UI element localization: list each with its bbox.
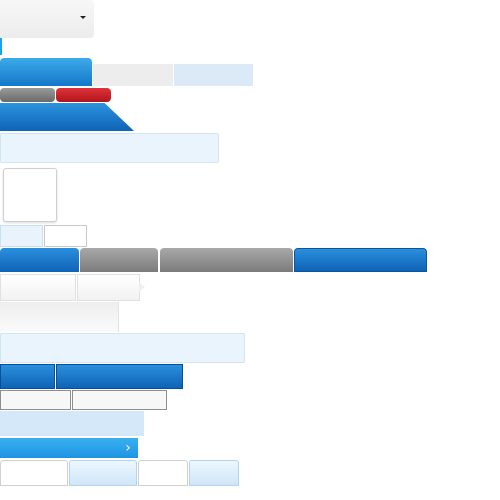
toggle-box[interactable] <box>44 225 87 247</box>
chevron-right-icon: › <box>125 440 131 456</box>
secondary-button[interactable] <box>72 390 167 410</box>
grey-panel <box>0 302 119 332</box>
red-pill-button[interactable] <box>56 88 111 102</box>
bottom-tab[interactable] <box>0 460 68 486</box>
tab-blue[interactable] <box>294 248 427 272</box>
primary-button[interactable] <box>0 364 55 389</box>
secondary-button[interactable] <box>0 390 71 410</box>
next-button[interactable] <box>0 438 138 458</box>
bottom-tab-selected[interactable] <box>69 460 137 486</box>
toggle-box-selected[interactable] <box>0 225 43 247</box>
grey-pill-button[interactable] <box>0 88 55 102</box>
tab-active[interactable] <box>0 58 92 86</box>
text-cursor <box>0 38 2 55</box>
text-input[interactable] <box>0 333 245 363</box>
bottom-tab[interactable] <box>138 460 188 486</box>
bottom-tab-selected[interactable] <box>189 460 239 486</box>
breadcrumb-item[interactable] <box>77 274 140 301</box>
tab-grey[interactable] <box>160 248 293 272</box>
section-banner <box>0 103 134 131</box>
select-dropdown[interactable] <box>0 0 94 38</box>
breadcrumb-item[interactable] <box>0 274 76 301</box>
highlight-bar <box>0 411 144 436</box>
caret-down-icon <box>80 16 86 19</box>
tab-hover[interactable] <box>174 64 253 86</box>
text-input[interactable] <box>0 133 219 163</box>
tab-inactive[interactable] <box>93 64 173 86</box>
primary-button[interactable] <box>56 364 183 389</box>
tab-grey[interactable] <box>80 248 158 272</box>
card-thumbnail[interactable] <box>3 168 57 222</box>
tab-blue[interactable] <box>0 248 79 272</box>
breadcrumb-arrow-icon <box>139 282 145 292</box>
